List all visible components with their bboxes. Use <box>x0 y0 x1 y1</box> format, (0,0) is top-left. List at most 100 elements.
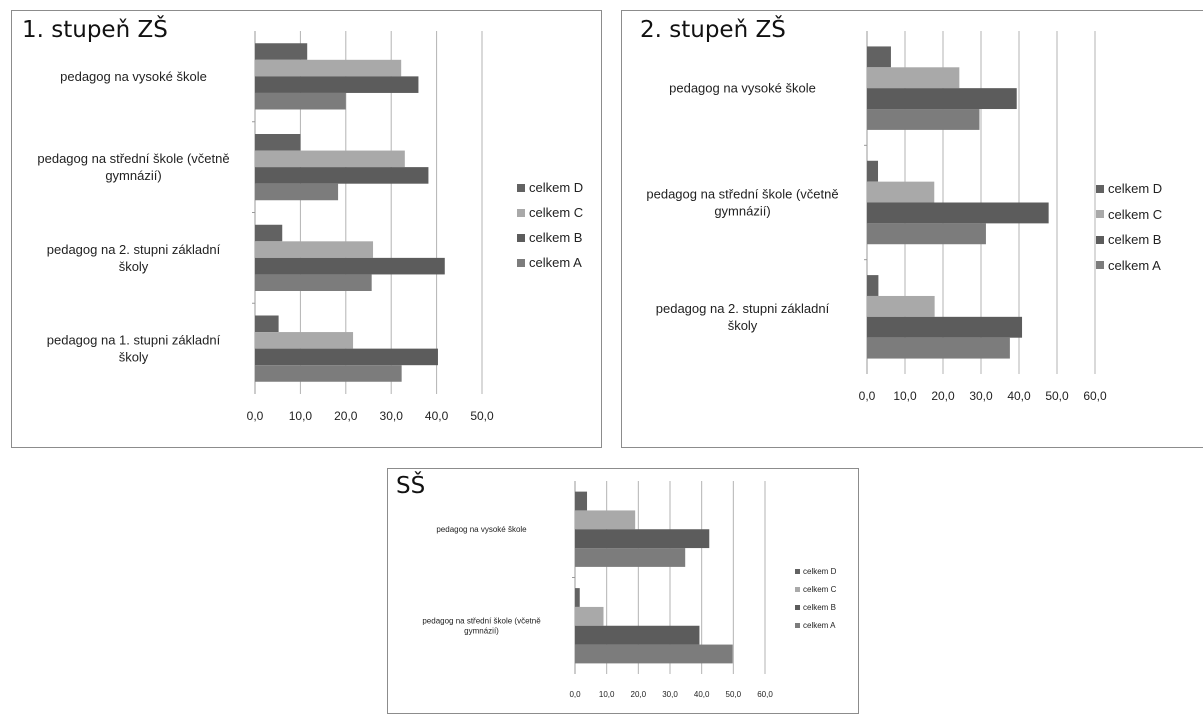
legend-item: celkem B <box>1096 227 1162 253</box>
legend: celkem D celkem C celkem B celkem A <box>795 562 836 634</box>
bar-celkem-a-pedagog-na-stredni-skole-vcetne-gymnazii <box>867 223 986 245</box>
legend: celkem D celkem C celkem B celkem A <box>1096 176 1162 278</box>
chart-title: 2. stupeň ZŠ <box>640 17 786 43</box>
bar-celkem-c-pedagog-na-vysoke-skole <box>867 67 960 89</box>
legend-swatch <box>795 568 800 574</box>
bar-celkem-b-pedagog-na-stredni-skole-vcetne-gymnazii <box>255 167 429 184</box>
bar-celkem-a-pedagog-na-vysoke-skole <box>255 92 346 110</box>
category-label: pedagog na vysoké škole <box>436 525 527 534</box>
bar-celkem-a-pedagog-na-vysoke-skole <box>575 548 686 567</box>
chart-title: 1. stupeň ZŠ <box>22 17 168 43</box>
bar-celkem-a-pedagog-na-stredni-skole-vcetne-gymnazii <box>255 183 339 201</box>
bar-celkem-d-pedagog-na-1-stupni-zakladni-skoly <box>255 315 279 333</box>
legend-label: celkem C <box>1108 206 1163 222</box>
x-tick-label: 60,0 <box>757 690 773 699</box>
legend-item: celkem D <box>1096 176 1162 202</box>
bar-celkem-b-pedagog-na-2-stupni-zakladni-skoly <box>867 316 1023 338</box>
legend-label: celkem A <box>803 620 836 630</box>
x-tick-label: 50,0 <box>470 409 494 423</box>
x-tick-label: 40,0 <box>425 409 449 423</box>
x-tick-label: 10,0 <box>599 690 615 699</box>
legend-item: celkem B <box>795 598 836 616</box>
x-tick-label: 40,0 <box>694 690 710 699</box>
category-label: pedagog na vysoké škole <box>60 69 207 84</box>
legend-label: celkem B <box>1108 232 1162 248</box>
plot-area: pedagog na vysoké škole pedagog na středn… <box>37 31 494 423</box>
legend-label: celkem B <box>529 230 583 245</box>
legend-item: celkem A <box>795 616 836 634</box>
legend: celkem D celkem C celkem B celkem A <box>517 175 583 275</box>
x-tick-label: 30,0 <box>662 690 678 699</box>
bar-celkem-c-pedagog-na-2-stupni-zakladni-skoly <box>255 241 374 258</box>
legend-swatch <box>795 586 800 592</box>
bar-celkem-a-pedagog-na-1-stupni-zakladni-skoly <box>255 365 402 382</box>
chart-title: SŠ <box>396 473 426 499</box>
x-tick-label: 10,0 <box>289 409 313 423</box>
category-label: pedagog na střední škole (včetně gymnázií… <box>422 617 541 636</box>
bar-celkem-d-pedagog-na-2-stupni-zakladni-skoly <box>867 275 879 296</box>
x-tick-label: 50,0 <box>726 690 742 699</box>
legend-item: celkem C <box>517 200 583 225</box>
x-tick-label: 30,0 <box>969 389 993 403</box>
bar-celkem-b-pedagog-na-vysoke-skole <box>575 529 710 549</box>
bar-celkem-a-pedagog-na-2-stupni-zakladni-skoly <box>255 274 372 291</box>
chart-panel-2-stupen-zs: 2. stupeň ZŠ pedagog na vysoké škole peda… <box>621 10 1203 448</box>
x-tick-label: 20,0 <box>631 690 647 699</box>
x-tick-label: 0,0 <box>859 389 876 403</box>
bar-celkem-c-pedagog-na-2-stupni-zakladni-skoly <box>867 295 935 317</box>
legend-swatch <box>517 233 525 242</box>
bar-celkem-a-pedagog-na-stredni-skole-vcetne-gymnazii <box>575 644 733 664</box>
legend-swatch <box>517 208 525 217</box>
bar-celkem-b-pedagog-na-2-stupni-zakladni-skoly <box>255 257 445 275</box>
bar-celkem-d-pedagog-na-vysoke-skole <box>575 491 588 511</box>
plot-area: pedagog na vysoké škole pedagog na středn… <box>422 481 773 699</box>
legend-swatch <box>1096 261 1104 270</box>
legend-label: celkem A <box>529 255 582 270</box>
x-tick-label: 40,0 <box>1007 389 1031 403</box>
x-tick-label: 50,0 <box>1045 389 1069 403</box>
legend-label: celkem C <box>803 584 837 594</box>
category-label: pedagog na 2. stupni základní školy <box>656 301 830 333</box>
bar-celkem-d-pedagog-na-2-stupni-zakladni-skoly <box>255 224 283 242</box>
x-tick-label: 60,0 <box>1083 389 1107 403</box>
legend-swatch <box>517 183 525 192</box>
legend-swatch <box>1096 235 1104 244</box>
legend-label: celkem D <box>1108 181 1163 197</box>
legend-label: celkem D <box>803 566 837 576</box>
legend-swatch <box>1096 210 1104 219</box>
bar-celkem-b-pedagog-na-stredni-skole-vcetne-gymnazii <box>575 625 700 645</box>
bar-celkem-d-pedagog-na-stredni-skole-vcetne-gymnazii <box>575 588 580 607</box>
bar-celkem-d-pedagog-na-vysoke-skole <box>867 46 891 68</box>
category-label: pedagog na 1. stupni základní školy <box>47 333 221 365</box>
legend-swatch <box>795 622 800 628</box>
x-tick-label: 10,0 <box>893 389 917 403</box>
plot-area: pedagog na vysoké škole pedagog na středn… <box>646 31 1107 403</box>
legend-label: celkem D <box>529 180 584 195</box>
bar-celkem-c-pedagog-na-stredni-skole-vcetne-gymnazii <box>867 181 935 203</box>
category-label: pedagog na 2. stupni základní školy <box>47 242 221 274</box>
category-label: pedagog na střední škole (včetně gymnázií… <box>646 187 838 219</box>
bar-celkem-a-pedagog-na-2-stupni-zakladni-skoly <box>867 337 1010 359</box>
x-tick-label: 20,0 <box>334 409 358 423</box>
bar-celkem-c-pedagog-na-stredni-skole-vcetne-gymnazii <box>255 150 405 168</box>
x-tick-label: 30,0 <box>380 409 404 423</box>
x-tick-label: 0,0 <box>247 409 264 423</box>
legend-item: celkem A <box>517 250 583 275</box>
chart-panel-ss: SŠ pedagog na vysoké škole pedagog na stř… <box>387 468 859 714</box>
legend-label: celkem B <box>803 602 836 612</box>
x-tick-label: 0,0 <box>569 690 581 699</box>
legend-item: celkem D <box>517 175 583 200</box>
legend-swatch <box>517 258 525 267</box>
category-label: pedagog na střední škole (včetně gymnázií… <box>37 151 229 183</box>
legend-item: celkem C <box>795 580 836 598</box>
bar-celkem-b-pedagog-na-vysoke-skole <box>255 76 419 93</box>
legend-item: celkem C <box>1096 202 1162 228</box>
bar-celkem-d-pedagog-na-stredni-skole-vcetne-gymnazii <box>255 134 301 151</box>
bar-celkem-b-pedagog-na-vysoke-skole <box>867 88 1017 110</box>
x-tick-label: 20,0 <box>931 389 955 403</box>
category-label: pedagog na vysoké škole <box>669 81 816 96</box>
legend-swatch <box>1096 184 1104 193</box>
bar-celkem-c-pedagog-na-stredni-skole-vcetne-gymnazii <box>575 606 604 626</box>
bar-celkem-a-pedagog-na-vysoke-skole <box>867 109 980 130</box>
legend-label: celkem A <box>1108 257 1161 273</box>
